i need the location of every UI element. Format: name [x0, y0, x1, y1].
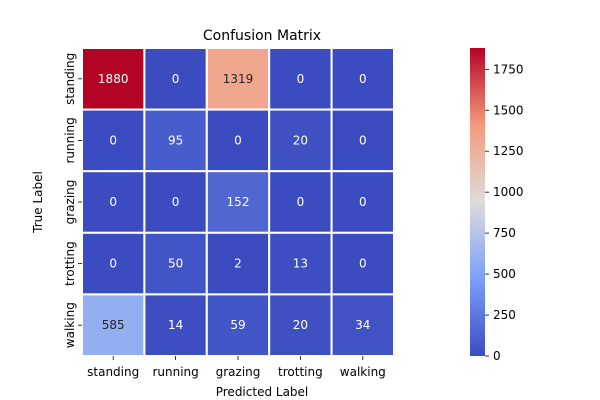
- heatmap-cell: [330, 231, 396, 296]
- colorbar: [470, 48, 485, 356]
- colorbar-tick-label: 1750: [493, 62, 524, 76]
- y-tick-label: walking: [63, 302, 77, 348]
- x-tick-label: standing: [87, 365, 139, 379]
- cell-value-label: 0: [109, 133, 117, 147]
- colorbar-ticks: 0 250 500 750 1000 1250 1500 1750: [485, 62, 524, 363]
- cell-value-label: 0: [109, 257, 117, 271]
- cell-value-label: 0: [234, 133, 242, 147]
- cell-value-label: 0: [359, 72, 367, 86]
- colorbar-tick-label: 750: [493, 226, 516, 240]
- cell-value-label: 20: [293, 133, 308, 147]
- colorbar-tick-label: 1500: [493, 103, 524, 117]
- cell-value-label: 1880: [98, 72, 129, 86]
- cell-value-label: 59: [230, 318, 245, 332]
- colorbar-tick-label: 500: [493, 267, 516, 281]
- heatmap-cell: [268, 170, 333, 234]
- heatmap-cell: [143, 231, 208, 296]
- heatmap-cells: 1880 0 1319 0 0 0 95 0 20 0 0 0 152 0 0 0 50 2 13 0 585 14 59 2…: [81, 47, 396, 357]
- cell-value-label: 20: [293, 318, 308, 332]
- y-axis-ticks: standing running grazing trotting walking: [63, 53, 82, 348]
- heatmap-cell: [205, 293, 271, 357]
- cell-value-label: 14: [168, 318, 183, 332]
- x-tick-label: walking: [340, 365, 386, 379]
- colorbar-tick-label: 0: [493, 349, 501, 363]
- cell-value-label: 0: [172, 72, 180, 86]
- colorbar-tick-label: 1250: [493, 144, 524, 158]
- cell-value-label: 0: [297, 195, 305, 209]
- cell-value-label: 34: [355, 318, 370, 332]
- cell-value-label: 0: [359, 257, 367, 271]
- cell-value-label: 152: [227, 195, 250, 209]
- heatmap-cell: [330, 108, 396, 173]
- y-tick-label: standing: [63, 53, 77, 105]
- heatmap-cell: [205, 108, 271, 173]
- y-tick-label: trotting: [63, 241, 77, 286]
- cell-value-label: 95: [168, 133, 183, 147]
- heatmap-cell: [143, 170, 208, 234]
- heatmap-cell: [268, 231, 333, 296]
- x-axis-label: Predicted Label: [216, 385, 309, 399]
- cell-value-label: 13: [293, 257, 308, 271]
- colorbar-tick-label: 1000: [493, 185, 524, 199]
- cell-value-label: 2: [234, 257, 242, 271]
- y-tick-label: running: [63, 117, 77, 163]
- x-tick-label: trotting: [278, 365, 323, 379]
- cell-value-label: 0: [172, 195, 180, 209]
- cell-value-label: 0: [297, 72, 305, 86]
- cell-value-label: 0: [359, 195, 367, 209]
- heatmap-cell: [143, 293, 208, 357]
- y-axis-label: True Label: [31, 171, 45, 234]
- x-tick-label: running: [152, 365, 198, 379]
- heatmap-cell: [143, 47, 208, 111]
- x-axis-ticks: standing running grazing trotting walking: [87, 356, 386, 379]
- cell-value-label: 1319: [223, 72, 254, 86]
- chart-title: Confusion Matrix: [203, 28, 321, 44]
- cell-value-label: 50: [168, 257, 183, 271]
- colorbar-tick-label: 250: [493, 308, 516, 322]
- y-tick-label: grazing: [63, 180, 77, 225]
- x-tick-label: grazing: [216, 365, 261, 379]
- cell-value-label: 585: [102, 318, 125, 332]
- cell-value-label: 0: [359, 133, 367, 147]
- cell-value-label: 0: [109, 195, 117, 209]
